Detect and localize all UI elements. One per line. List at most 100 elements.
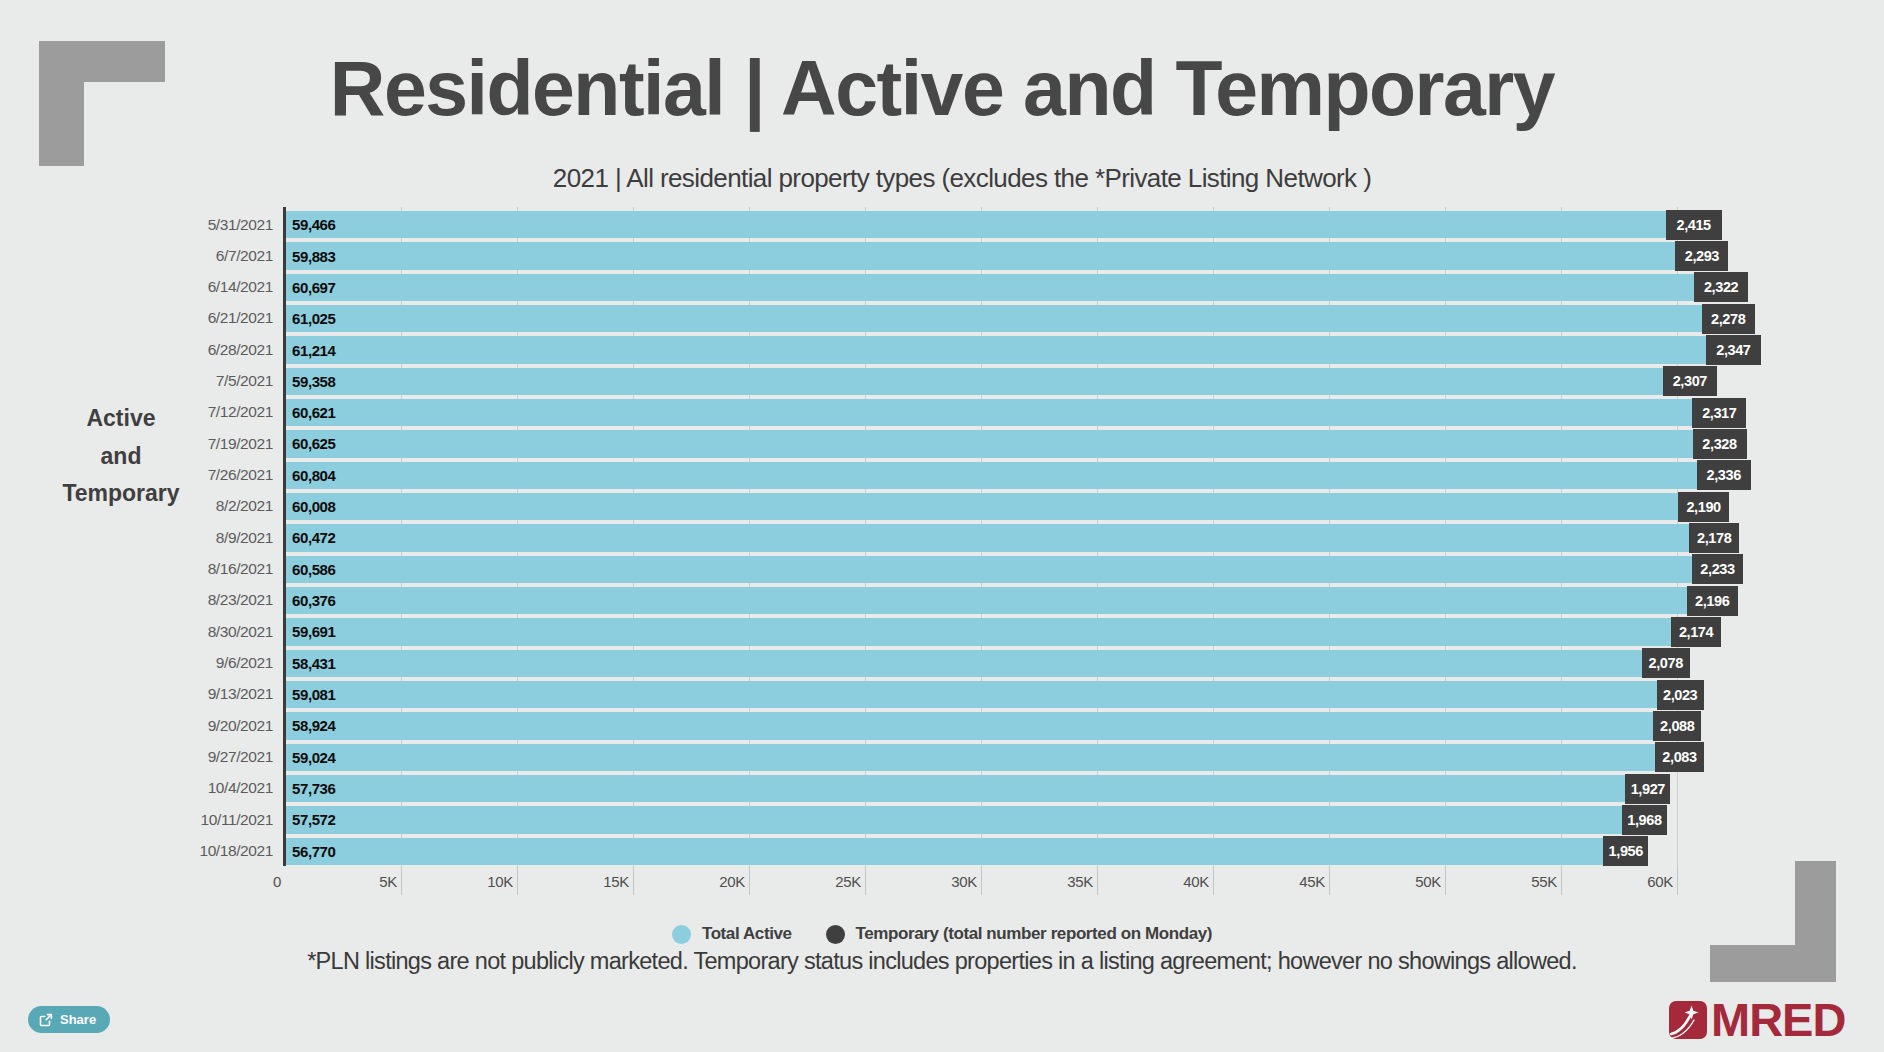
bar-total-active[interactable]: 56,770 <box>286 838 1603 865</box>
temporary-value-label: 2,293 <box>1685 248 1719 264</box>
temporary-value-label: 2,328 <box>1702 436 1736 452</box>
temporary-value-label: 2,023 <box>1663 687 1697 703</box>
bar-temporary[interactable]: 2,293 <box>1675 241 1728 271</box>
bar-total-active[interactable]: 60,625 <box>286 430 1693 457</box>
bar-total-active[interactable]: 59,883 <box>286 242 1675 269</box>
row-date-label: 9/6/2021 <box>113 654 273 672</box>
x-tickmark <box>517 866 518 895</box>
bar-temporary[interactable]: 2,190 <box>1678 492 1729 522</box>
bar-temporary[interactable]: 2,083 <box>1655 742 1703 772</box>
bar-total-active[interactable]: 60,472 <box>286 524 1689 551</box>
bar-temporary[interactable]: 2,347 <box>1706 335 1760 365</box>
temporary-value-label: 2,190 <box>1686 499 1720 515</box>
x-tick-label: 40K <box>1139 873 1209 890</box>
active-value-label: 59,024 <box>286 749 335 766</box>
x-tick-label: 30K <box>907 873 977 890</box>
bar-temporary[interactable]: 2,178 <box>1689 523 1740 553</box>
bar-temporary[interactable]: 1,968 <box>1622 805 1668 835</box>
bar-total-active[interactable]: 59,466 <box>286 211 1666 238</box>
bar-temporary[interactable]: 2,307 <box>1663 366 1717 396</box>
page-title: Residential | Active and Temporary <box>0 46 1884 130</box>
bar-total-active[interactable]: 57,572 <box>286 806 1622 833</box>
temporary-value-label: 2,083 <box>1662 749 1696 765</box>
bar-temporary[interactable]: 2,415 <box>1666 210 1722 240</box>
temporary-value-label: 1,968 <box>1627 812 1661 828</box>
row-date-label: 8/30/2021 <box>113 623 273 641</box>
bar-total-active[interactable]: 58,924 <box>286 712 1653 739</box>
x-tick-label: 5K <box>327 873 397 890</box>
active-value-label: 59,691 <box>286 623 335 640</box>
legend-item-total-active[interactable]: Total Active <box>672 924 792 944</box>
x-tickmark <box>401 866 402 895</box>
bar-total-active[interactable]: 60,804 <box>286 462 1697 489</box>
bar-temporary[interactable]: 2,174 <box>1671 617 1721 647</box>
mred-logo-icon <box>1668 999 1708 1040</box>
bar-total-active[interactable]: 59,081 <box>286 681 1657 708</box>
temporary-value-label: 2,174 <box>1679 624 1713 640</box>
share-button-label: Share <box>60 1012 96 1027</box>
bar-total-active[interactable]: 59,691 <box>286 618 1671 645</box>
bar-total-active[interactable]: 60,008 <box>286 493 1678 520</box>
active-value-label: 58,924 <box>286 717 335 734</box>
legend-label: Temporary (total number reported on Mond… <box>856 924 1213 944</box>
x-tickmark <box>1677 866 1678 895</box>
bar-temporary[interactable]: 2,336 <box>1697 460 1751 490</box>
bar-total-active[interactable]: 60,586 <box>286 556 1692 583</box>
active-value-label: 57,572 <box>286 811 335 828</box>
temporary-value-label: 2,088 <box>1660 718 1694 734</box>
bar-total-active[interactable]: 58,431 <box>286 650 1642 677</box>
bar-temporary[interactable]: 2,322 <box>1694 272 1748 302</box>
bar-temporary[interactable]: 2,278 <box>1702 304 1755 334</box>
row-date-label: 7/19/2021 <box>113 435 273 453</box>
bar-total-active[interactable]: 57,736 <box>286 775 1625 802</box>
bar-temporary[interactable]: 1,956 <box>1603 836 1648 866</box>
temporary-value-label: 1,956 <box>1609 843 1643 859</box>
bar-total-active[interactable]: 59,358 <box>286 368 1663 395</box>
bar-temporary[interactable]: 2,233 <box>1692 554 1744 584</box>
bar-temporary[interactable]: 2,317 <box>1692 398 1746 428</box>
share-icon <box>39 1013 53 1027</box>
bar-total-active[interactable]: 60,376 <box>286 587 1687 614</box>
bar-total-active[interactable]: 59,024 <box>286 744 1655 771</box>
row-date-label: 10/11/2021 <box>113 811 273 829</box>
x-tick-label: 25K <box>791 873 861 890</box>
active-value-label: 60,472 <box>286 529 335 546</box>
active-value-label: 56,770 <box>286 843 335 860</box>
row-date-label: 6/14/2021 <box>113 278 273 296</box>
share-button[interactable]: Share <box>28 1006 110 1033</box>
x-tick-label: 15K <box>559 873 629 890</box>
bar-temporary[interactable]: 2,088 <box>1653 711 1701 741</box>
temporary-value-label: 2,317 <box>1702 405 1736 421</box>
bar-total-active[interactable]: 60,697 <box>286 274 1694 301</box>
bar-temporary[interactable]: 2,196 <box>1687 586 1738 616</box>
total-active-legend-dot-icon <box>672 925 691 944</box>
chart-legend: Total Active Temporary (total number rep… <box>0 924 1884 944</box>
active-value-label: 60,697 <box>286 279 335 296</box>
x-tickmark <box>1329 866 1330 895</box>
temporary-value-label: 1,927 <box>1631 781 1665 797</box>
row-date-label: 5/31/2021 <box>113 216 273 234</box>
row-date-label: 9/27/2021 <box>113 748 273 766</box>
active-value-label: 60,621 <box>286 404 335 421</box>
x-tick-label: 55K <box>1487 873 1557 890</box>
row-date-label: 8/16/2021 <box>113 560 273 578</box>
x-tickmark <box>749 866 750 895</box>
bar-temporary[interactable]: 2,328 <box>1693 429 1747 459</box>
bar-temporary[interactable]: 2,023 <box>1657 680 1704 710</box>
row-date-label: 8/23/2021 <box>113 591 273 609</box>
x-tick-label: 45K <box>1255 873 1325 890</box>
bar-temporary[interactable]: 1,927 <box>1625 774 1670 804</box>
x-tickmark <box>1561 866 1562 895</box>
active-value-label: 60,625 <box>286 435 335 452</box>
temporary-value-label: 2,233 <box>1700 561 1734 577</box>
x-tick-label: 20K <box>675 873 745 890</box>
x-tick-label: 35K <box>1023 873 1093 890</box>
legend-item-temporary[interactable]: Temporary (total number reported on Mond… <box>826 924 1213 944</box>
x-tick-label: 10K <box>443 873 513 890</box>
active-value-label: 61,214 <box>286 342 335 359</box>
row-date-label: 6/28/2021 <box>113 341 273 359</box>
bar-temporary[interactable]: 2,078 <box>1642 648 1690 678</box>
bar-total-active[interactable]: 61,214 <box>286 336 1706 363</box>
bar-total-active[interactable]: 61,025 <box>286 305 1702 332</box>
bar-total-active[interactable]: 60,621 <box>286 399 1692 426</box>
